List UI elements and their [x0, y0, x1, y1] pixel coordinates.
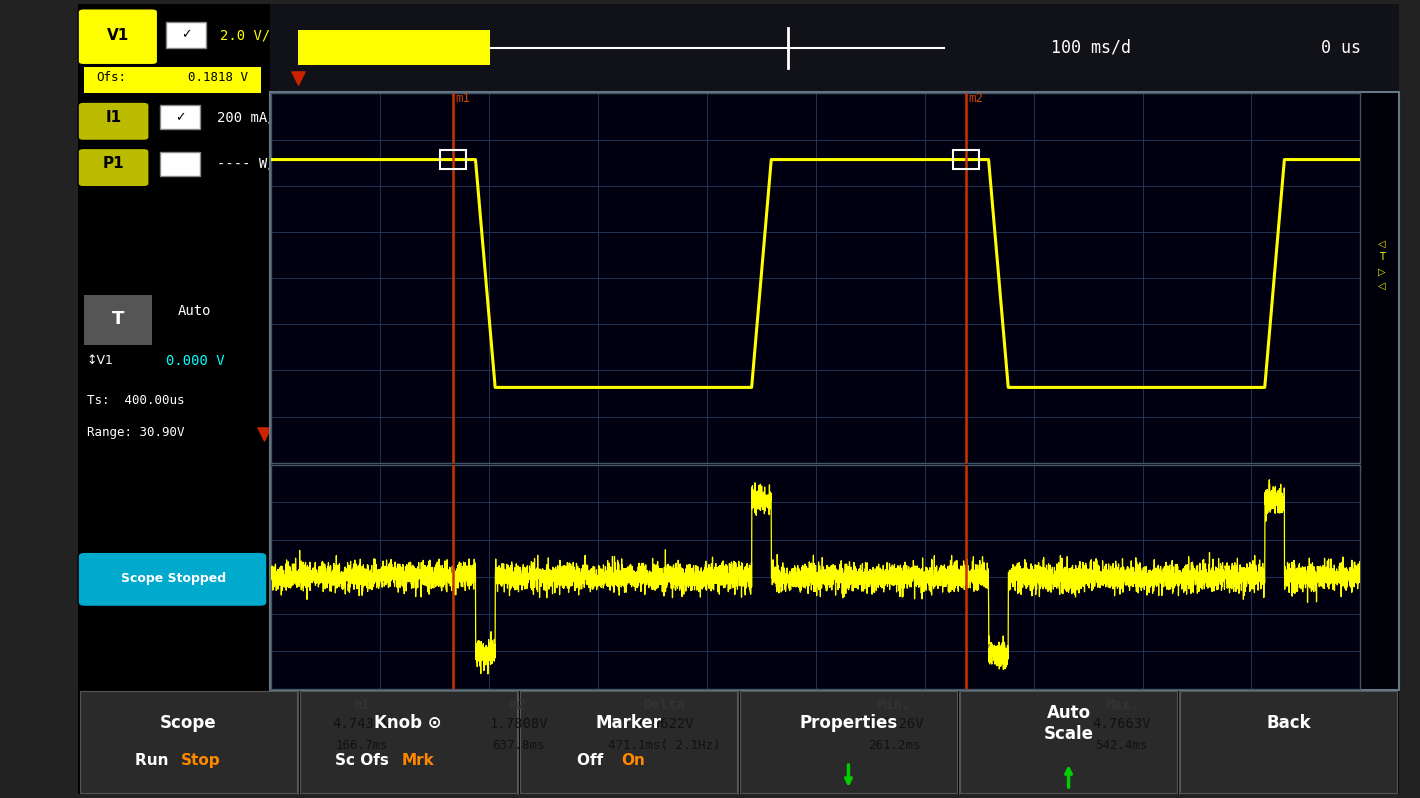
Text: T: T [1379, 252, 1384, 262]
Text: 0 us: 0 us [1321, 39, 1360, 57]
Bar [1180, 691, 1397, 793]
FancyBboxPatch shape [78, 552, 267, 606]
Text: Mrk: Mrk [400, 753, 435, 768]
Text: Sc Ofs: Sc Ofs [335, 753, 393, 768]
Text: T: T [112, 310, 124, 328]
Bar [160, 105, 200, 129]
Text: On: On [622, 753, 645, 768]
Bar [953, 150, 978, 169]
FancyBboxPatch shape [78, 102, 149, 140]
Text: Ofs:: Ofs: [97, 71, 126, 84]
Bar [80, 691, 297, 793]
Text: 261.2ms: 261.2ms [869, 739, 920, 752]
Text: 1.7808V: 1.7808V [488, 717, 548, 731]
Text: 542.4ms: 542.4ms [1096, 739, 1147, 752]
Text: Knob ⊙: Knob ⊙ [375, 714, 442, 733]
Text: Range: 30.90V: Range: 30.90V [87, 426, 185, 439]
Text: Run: Run [135, 753, 175, 768]
Text: 166.7ms: 166.7ms [337, 739, 388, 752]
FancyBboxPatch shape [281, 280, 352, 320]
Bar [270, 92, 1399, 690]
Text: Scope: Scope [160, 714, 216, 733]
Bar [160, 152, 200, 176]
Bar [960, 691, 1177, 793]
Text: Ts:  400.00us: Ts: 400.00us [87, 394, 185, 407]
Text: 2.0 V/: 2.0 V/ [220, 28, 270, 42]
Bar [84, 67, 261, 93]
Bar [520, 691, 737, 793]
Text: 1.7526V: 1.7526V [865, 717, 924, 731]
Bar [166, 22, 206, 48]
Text: Auto
Scale: Auto Scale [1044, 704, 1093, 743]
Text: m2: m2 [968, 92, 983, 105]
Text: Off: Off [578, 753, 613, 768]
Text: Max.: Max. [1105, 698, 1139, 713]
Bar [78, 92, 270, 690]
Bar [78, 4, 270, 92]
Text: ---- W/: ---- W/ [217, 156, 275, 171]
Text: Auto: Auto [178, 304, 212, 318]
Bar [440, 150, 466, 169]
Text: m1: m1 [354, 698, 371, 713]
Text: Stop: Stop [182, 753, 220, 768]
Bar [270, 92, 1399, 690]
Text: 2.9622V: 2.9622V [635, 717, 694, 731]
Text: 471.1ms( 2.1Hz): 471.1ms( 2.1Hz) [608, 739, 721, 752]
Text: V1: V1 [307, 293, 327, 307]
Text: 0.1818 V: 0.1818 V [189, 71, 248, 84]
Text: ✓: ✓ [175, 111, 186, 124]
Text: ↕V1: ↕V1 [87, 354, 114, 367]
Text: 100 ms/d: 100 ms/d [1051, 39, 1130, 57]
FancyBboxPatch shape [78, 9, 158, 65]
Bar [298, 30, 490, 65]
Text: ◁: ◁ [1377, 281, 1386, 290]
Text: V1: V1 [106, 28, 129, 42]
Point [253, 428, 275, 440]
Text: Marker: Marker [595, 714, 662, 733]
Bar [270, 690, 1399, 786]
Point [287, 72, 310, 85]
Text: 200 mA/: 200 mA/ [217, 110, 275, 124]
Text: ◁: ◁ [1377, 239, 1386, 248]
Bar [740, 691, 957, 793]
Text: P1: P1 [102, 156, 125, 171]
Text: Delta: Delta [643, 698, 686, 713]
Text: 4.7430V: 4.7430V [332, 717, 392, 731]
Bar [300, 691, 517, 793]
Text: Min.: Min. [878, 698, 912, 713]
Text: ▷: ▷ [1377, 267, 1386, 276]
Bar [78, 4, 1399, 92]
Text: 4.7663V: 4.7663V [1092, 717, 1152, 731]
Text: Properties: Properties [799, 714, 897, 733]
Bar [78, 690, 1399, 794]
Text: m1: m1 [454, 92, 470, 105]
Text: ✓: ✓ [180, 29, 192, 41]
Text: 0.000 V: 0.000 V [166, 354, 224, 368]
Text: I1: I1 [105, 110, 122, 124]
Bar [84, 295, 152, 345]
Text: 637.8ms: 637.8ms [493, 739, 544, 752]
Text: Back: Back [1267, 714, 1311, 733]
FancyBboxPatch shape [78, 148, 149, 187]
Text: m2: m2 [510, 698, 527, 713]
Text: Scope Stopped: Scope Stopped [121, 572, 227, 585]
